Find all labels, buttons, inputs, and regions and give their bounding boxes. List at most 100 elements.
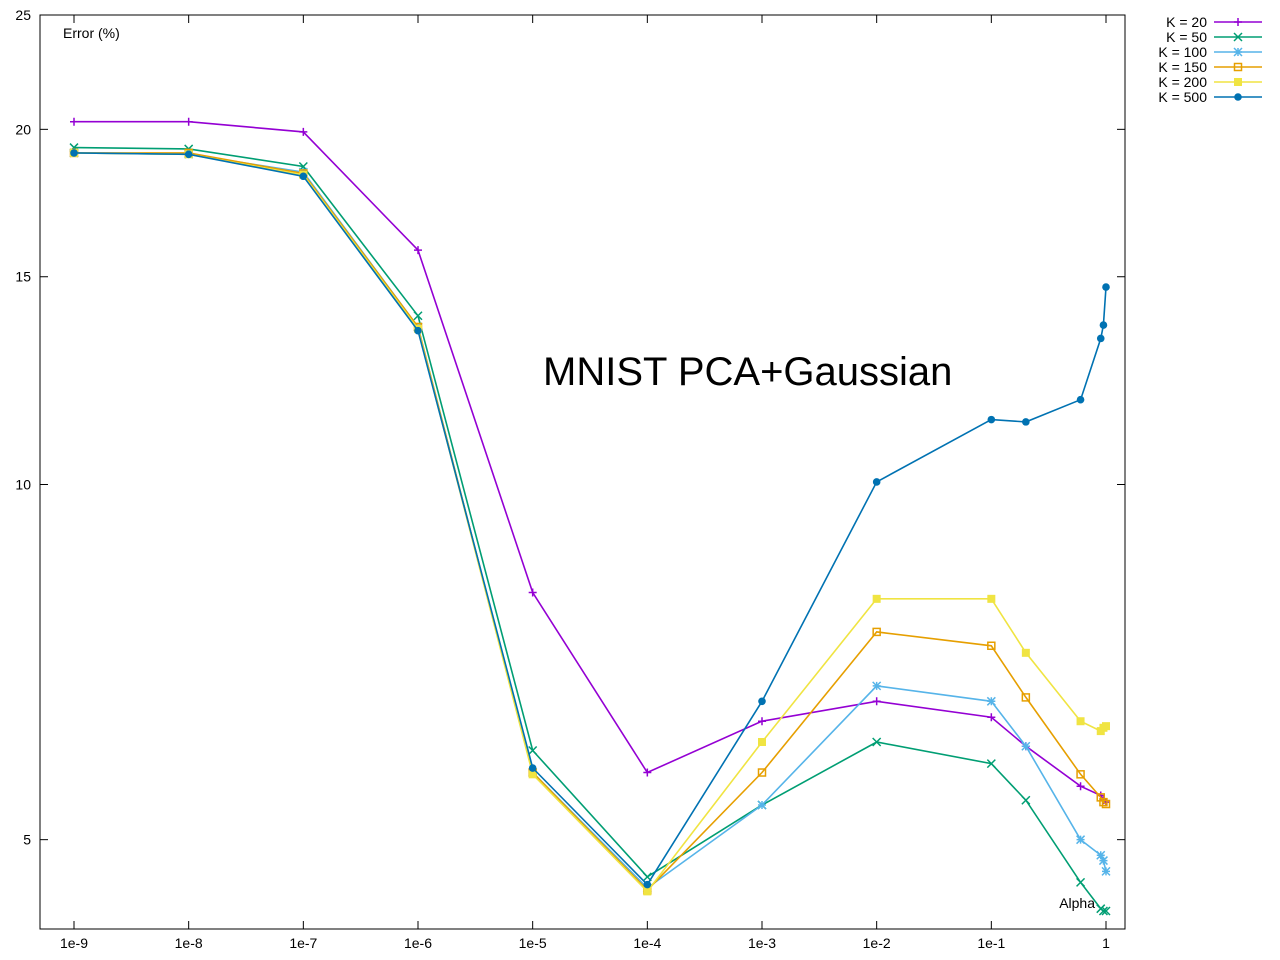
series-4 [69,148,1111,895]
data-point [414,326,422,335]
legend-marker [1234,93,1242,101]
series-6 [70,149,1110,889]
legend-marker [1234,18,1242,26]
data-point [872,681,882,691]
x-tick-label: 1e-2 [863,935,891,951]
x-tick-label: 1e-7 [289,935,317,951]
legend-item: K = 500 [1158,89,1262,105]
data-point [1021,795,1031,805]
data-point [1101,799,1111,809]
series-5 [70,148,1110,896]
data-point [1098,906,1108,916]
legend-label: K = 150 [1158,59,1207,75]
plot-frame [39,14,1126,930]
data-point [184,117,193,126]
data-point [986,759,996,769]
x-tick-label: 1 [1102,935,1110,951]
legend-item: K = 20 [1166,14,1262,30]
data-point [70,117,78,126]
data-point [1096,793,1106,802]
series-line [74,120,1107,803]
data-point [1021,693,1031,702]
data-point [986,696,996,706]
y-tick-label: 25 [15,7,31,23]
data-point [643,887,652,896]
x-tick-label: 1e-9 [60,935,88,951]
data-point [1076,782,1085,791]
data-point [872,627,881,637]
series-layer [69,117,1111,916]
data-point [528,770,537,779]
data-point [758,717,766,726]
data-point [70,149,78,157]
series-line [74,152,1107,892]
x-tick-label: 1e-1 [977,935,1005,951]
data-point [1096,334,1105,343]
data-point [758,737,766,746]
data-point [1098,856,1108,866]
x-axis-label: Alpha [1059,895,1095,911]
data-point [413,311,423,321]
data-point [987,641,996,651]
data-point [1099,321,1108,329]
y-tick-label: 20 [15,121,31,137]
data-point [643,768,652,777]
data-point [1076,395,1085,404]
legend-label: K = 500 [1158,89,1207,105]
data-point [1076,835,1086,845]
data-point [299,172,308,181]
data-point [528,588,537,597]
data-point [872,594,881,603]
data-point [1101,906,1111,916]
axis-ticks: 1e-9 1e-8 1e-7 1e-6 1e-5 1e-4 1e-3 1e-2 1e-1 1510… [15,7,1125,951]
y-tick-label: 15 [15,269,31,285]
data-point [643,880,652,889]
series-line [73,146,1106,912]
data-point [872,478,881,486]
x-tick-label: 1e-5 [519,935,547,951]
data-point [528,764,537,772]
legend-label: K = 100 [1158,44,1207,60]
data-point [872,737,882,747]
data-point [757,800,767,810]
data-point [872,697,881,706]
legend-item: K = 150 [1158,59,1262,75]
data-point [758,697,766,706]
data-point [757,768,767,777]
legend-label: K = 50 [1166,29,1207,45]
legend-marker [1233,32,1243,42]
data-point [184,150,193,159]
series-2 [69,143,1111,916]
data-point [1022,418,1030,426]
data-point [1076,717,1085,726]
legend-label: K = 20 [1166,14,1207,30]
data-point [1076,877,1086,887]
y-tick-label: 10 [15,476,31,492]
data-point [528,746,538,756]
data-point [1021,648,1030,657]
data-point [987,713,996,722]
data-point [1102,283,1110,291]
data-point [987,415,996,424]
y-tick-label: 5 [23,832,31,848]
legend-marker [1233,47,1243,57]
legend-item: K = 100 [1158,44,1262,60]
legend-label: K = 200 [1158,74,1207,90]
data-point [1096,850,1106,860]
legend-marker [1234,78,1242,86]
series-3 [69,148,1111,893]
series-line [73,152,1107,893]
x-tick-label: 1e-8 [175,935,203,951]
series-1 [70,117,1110,807]
legend-marker [1233,62,1243,72]
data-point [299,127,308,136]
data-point [1076,770,1085,779]
x-tick-label: 1e-4 [633,935,661,951]
data-point [1099,797,1108,807]
y-axis-label: Error (%) [63,25,120,41]
legend-item: K = 50 [1166,29,1262,45]
series-line [73,152,1107,886]
series-line [73,152,1107,890]
